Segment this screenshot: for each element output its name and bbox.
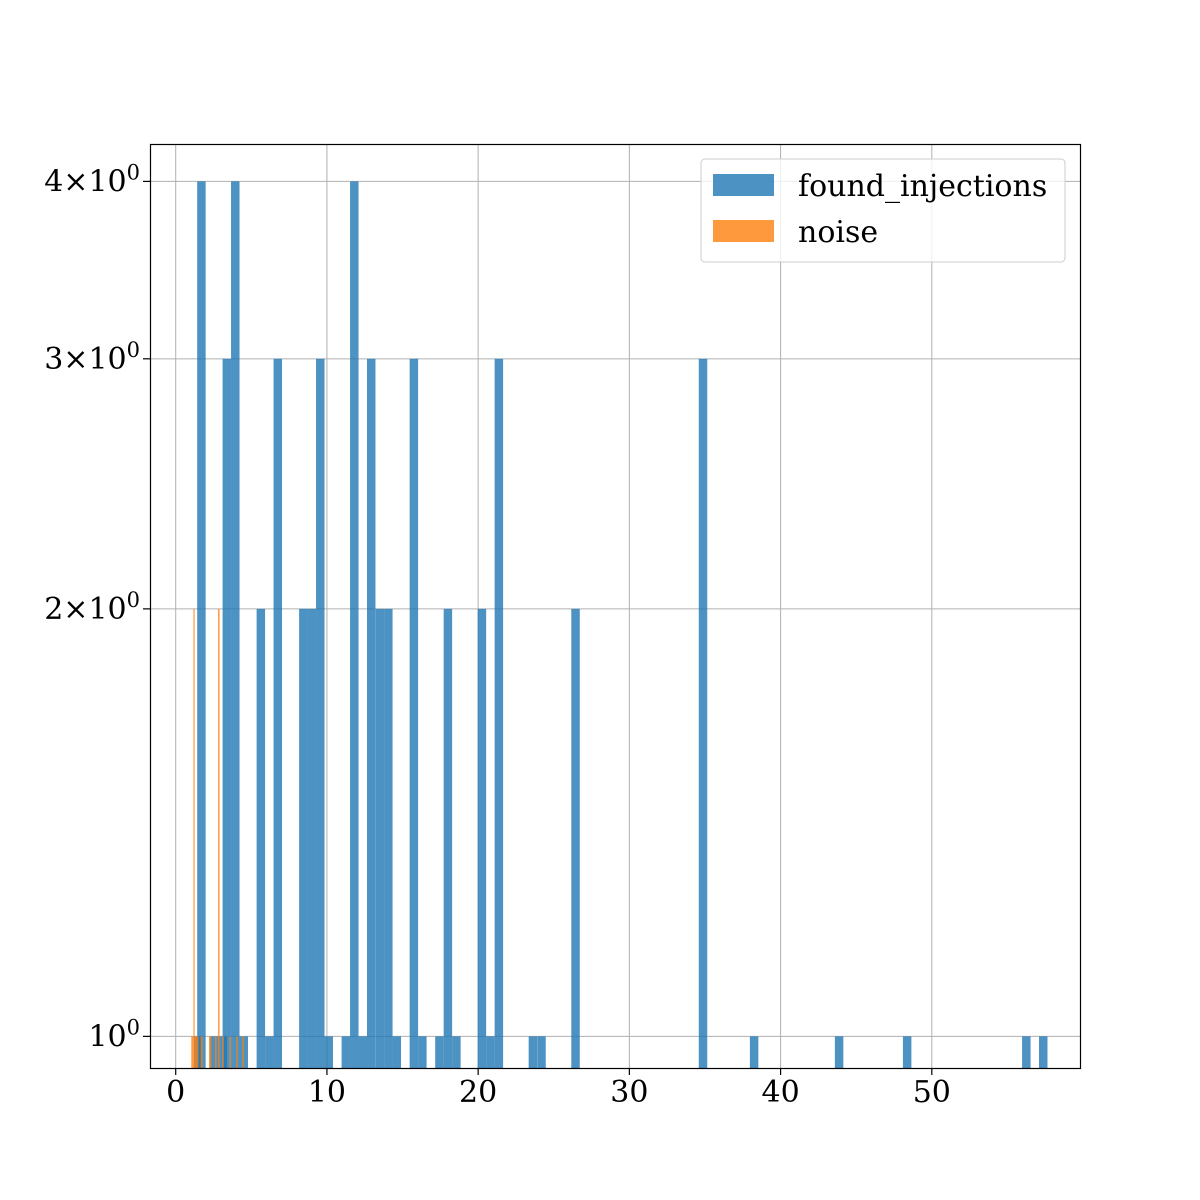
plot-frame [149,143,1082,1070]
y-tick-label: 2×100 [44,588,140,627]
x-tick-label: 20 [459,1075,497,1110]
bar-found-injections [299,608,308,1068]
bar-found-injections [537,1036,546,1068]
legend: found_injections noise [700,158,1066,263]
bar-found-injections [197,181,206,1068]
y-tick-label: 3×100 [44,338,140,377]
x-tick-label: 30 [610,1075,648,1110]
bar-found-injections [494,358,504,1068]
histogram-bars [191,181,1048,1068]
bar-noise [191,1036,194,1068]
bar-noise [215,1036,217,1068]
legend-swatch-found-injections [713,174,774,196]
bar-found-injections [316,358,325,1068]
axis-ticks: 0 10 20 30 40 50 100 2×100 3×100 4×100 [44,160,951,1110]
bar-found-injections [698,358,708,1068]
bar-found-injections [409,358,419,1068]
bar-found-injections [222,358,232,1068]
bar-noise [193,608,195,1068]
bar-found-injections [358,1036,367,1068]
bar-noise [222,1036,224,1068]
bar-found-injections [256,608,266,1068]
bar-found-injections [210,1036,219,1068]
bar-found-injections [273,358,283,1068]
bar-found-injections [384,608,393,1068]
bar-noise [229,1036,231,1068]
bar-found-injections [571,608,580,1068]
bar-found-injections [375,608,385,1068]
bar-found-injections [902,1036,912,1068]
bar-noise [236,1036,238,1068]
bar-found-injections [418,1036,427,1068]
bar-found-injections [834,1036,844,1068]
bar-found-injections [307,608,317,1068]
bar-noise [218,608,220,1068]
bar-found-injections [1039,1036,1048,1068]
bar-found-injections [486,1036,495,1068]
bar-found-injections [350,181,359,1068]
bar-noise [194,1036,199,1068]
x-tick-label: 10 [308,1075,346,1110]
bar-found-injections [231,181,240,1068]
bar-found-injections [528,1036,538,1068]
legend-label-found-injections: found_injections [798,169,1047,204]
legend-swatch-noise [713,220,774,242]
bar-found-injections [477,608,487,1068]
bar-found-injections [435,1036,444,1068]
x-tick-label: 40 [761,1075,799,1110]
legend-label-noise: noise [798,215,878,250]
grid-lines [150,144,1080,1068]
x-tick-label: 50 [913,1075,951,1110]
bar-noise [208,1036,212,1068]
bar-found-injections [749,1036,759,1068]
bar-found-injections [341,1036,351,1068]
bar-found-injections [367,358,376,1068]
x-tick-label: 0 [166,1075,185,1110]
bar-found-injections [265,1036,274,1068]
y-tick-label: 4×100 [44,160,140,199]
bar-found-injections [1022,1036,1031,1068]
bar-noise [200,1036,203,1068]
bar-noise [242,1036,244,1068]
bar-found-injections [443,608,453,1068]
bar-found-injections [392,1036,402,1068]
y-tick-label: 100 [88,1015,140,1054]
bar-found-injections [239,1036,248,1068]
bar-found-injections [324,1036,333,1068]
legend-box [700,158,1066,263]
bar-found-injections [452,1036,461,1068]
